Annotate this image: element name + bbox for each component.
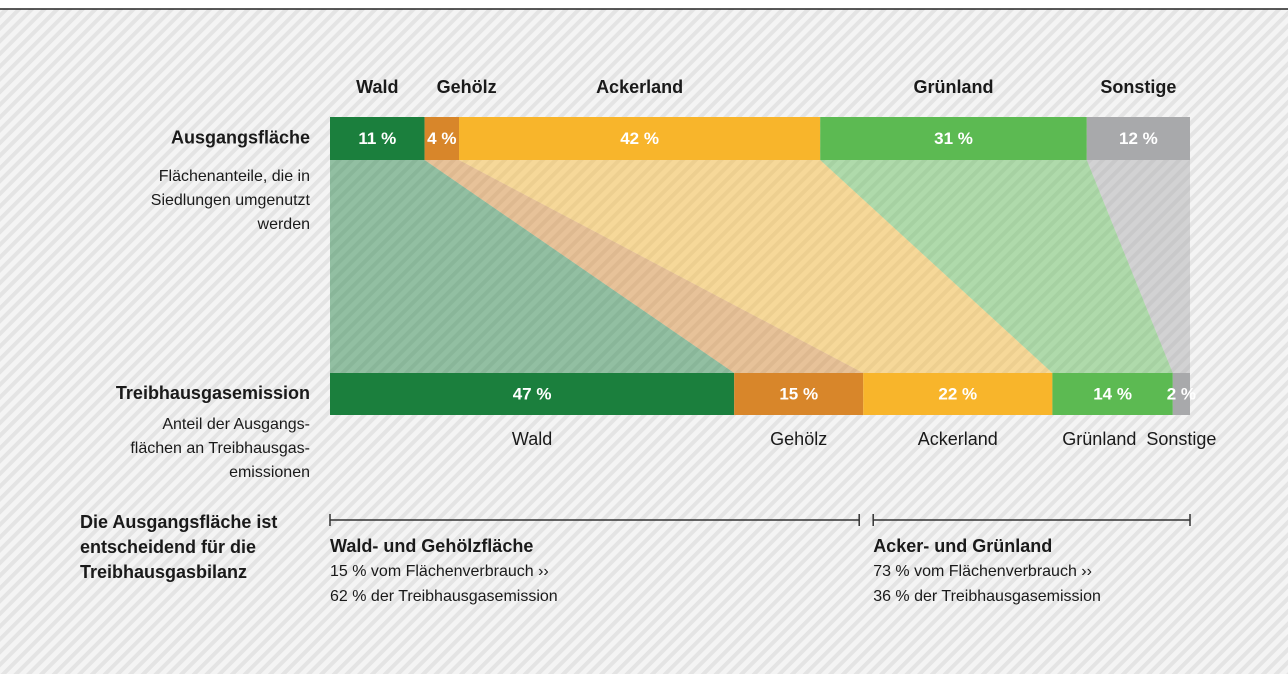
- group-line: 73 % vom Flächenverbrauch ››: [873, 563, 1092, 580]
- value-label: 42 %: [620, 129, 659, 148]
- row-description: werden: [257, 216, 310, 233]
- category-label: Grünland: [914, 77, 994, 97]
- summary-title: Treibhausgasbilanz: [80, 562, 247, 582]
- group-line: 15 % vom Flächenverbrauch ››: [330, 563, 549, 580]
- flow-band: [424, 160, 864, 373]
- bar-segment: [459, 117, 821, 160]
- bar-segment: [424, 117, 459, 160]
- bar-segment: [1172, 373, 1190, 415]
- bar-segment: [820, 117, 1087, 160]
- bar-segment: [330, 117, 425, 160]
- row-title: Ausgangsfläche: [171, 127, 310, 147]
- row-description: Siedlungen umgenutzt: [151, 192, 311, 209]
- bar-segment: [1052, 373, 1173, 415]
- value-label: 22 %: [938, 384, 977, 403]
- summary-title: entscheidend für die: [80, 537, 256, 557]
- category-label: Sonstige: [1146, 429, 1216, 449]
- row-description: emissionen: [229, 464, 310, 481]
- row-description: Flächenanteile, die in: [159, 168, 310, 185]
- value-label: 14 %: [1093, 384, 1132, 403]
- category-label: Ackerland: [918, 429, 998, 449]
- bar-segment: [863, 373, 1053, 415]
- flow-band: [820, 160, 1173, 373]
- bar-segment: [1086, 117, 1190, 160]
- flow-band: [459, 160, 1053, 373]
- category-label: Wald: [512, 429, 552, 449]
- bar-segment: [330, 373, 735, 415]
- group-line: 62 % der Treibhausgasemission: [330, 588, 558, 605]
- bar-segment: [734, 373, 864, 415]
- category-label: Grünland: [1062, 429, 1136, 449]
- flow-band: [330, 160, 735, 373]
- value-label: 4 %: [427, 129, 456, 148]
- group-title: Acker- und Grünland: [873, 536, 1052, 556]
- value-label: 2 %: [1167, 384, 1196, 403]
- flow-band: [1086, 160, 1190, 373]
- category-label: Sonstige: [1100, 77, 1176, 97]
- row-description: Anteil der Ausgangs-: [162, 416, 310, 433]
- row-description: flächen an Treibhausgas-: [130, 440, 310, 457]
- row-title: Treibhausgasemission: [116, 383, 310, 403]
- group-title: Wald- und Gehölzfläche: [330, 536, 533, 556]
- category-label: Gehölz: [437, 77, 497, 97]
- value-label: 15 %: [779, 384, 818, 403]
- group-line: 36 % der Treibhausgasemission: [873, 588, 1101, 605]
- category-label: Wald: [356, 77, 398, 97]
- category-label: Ackerland: [596, 77, 683, 97]
- value-label: 31 %: [934, 129, 973, 148]
- category-label: Gehölz: [770, 429, 827, 449]
- value-label: 47 %: [513, 384, 552, 403]
- value-label: 11 %: [358, 129, 396, 148]
- value-label: 12 %: [1119, 129, 1158, 148]
- summary-title: Die Ausgangsfläche ist: [80, 512, 277, 532]
